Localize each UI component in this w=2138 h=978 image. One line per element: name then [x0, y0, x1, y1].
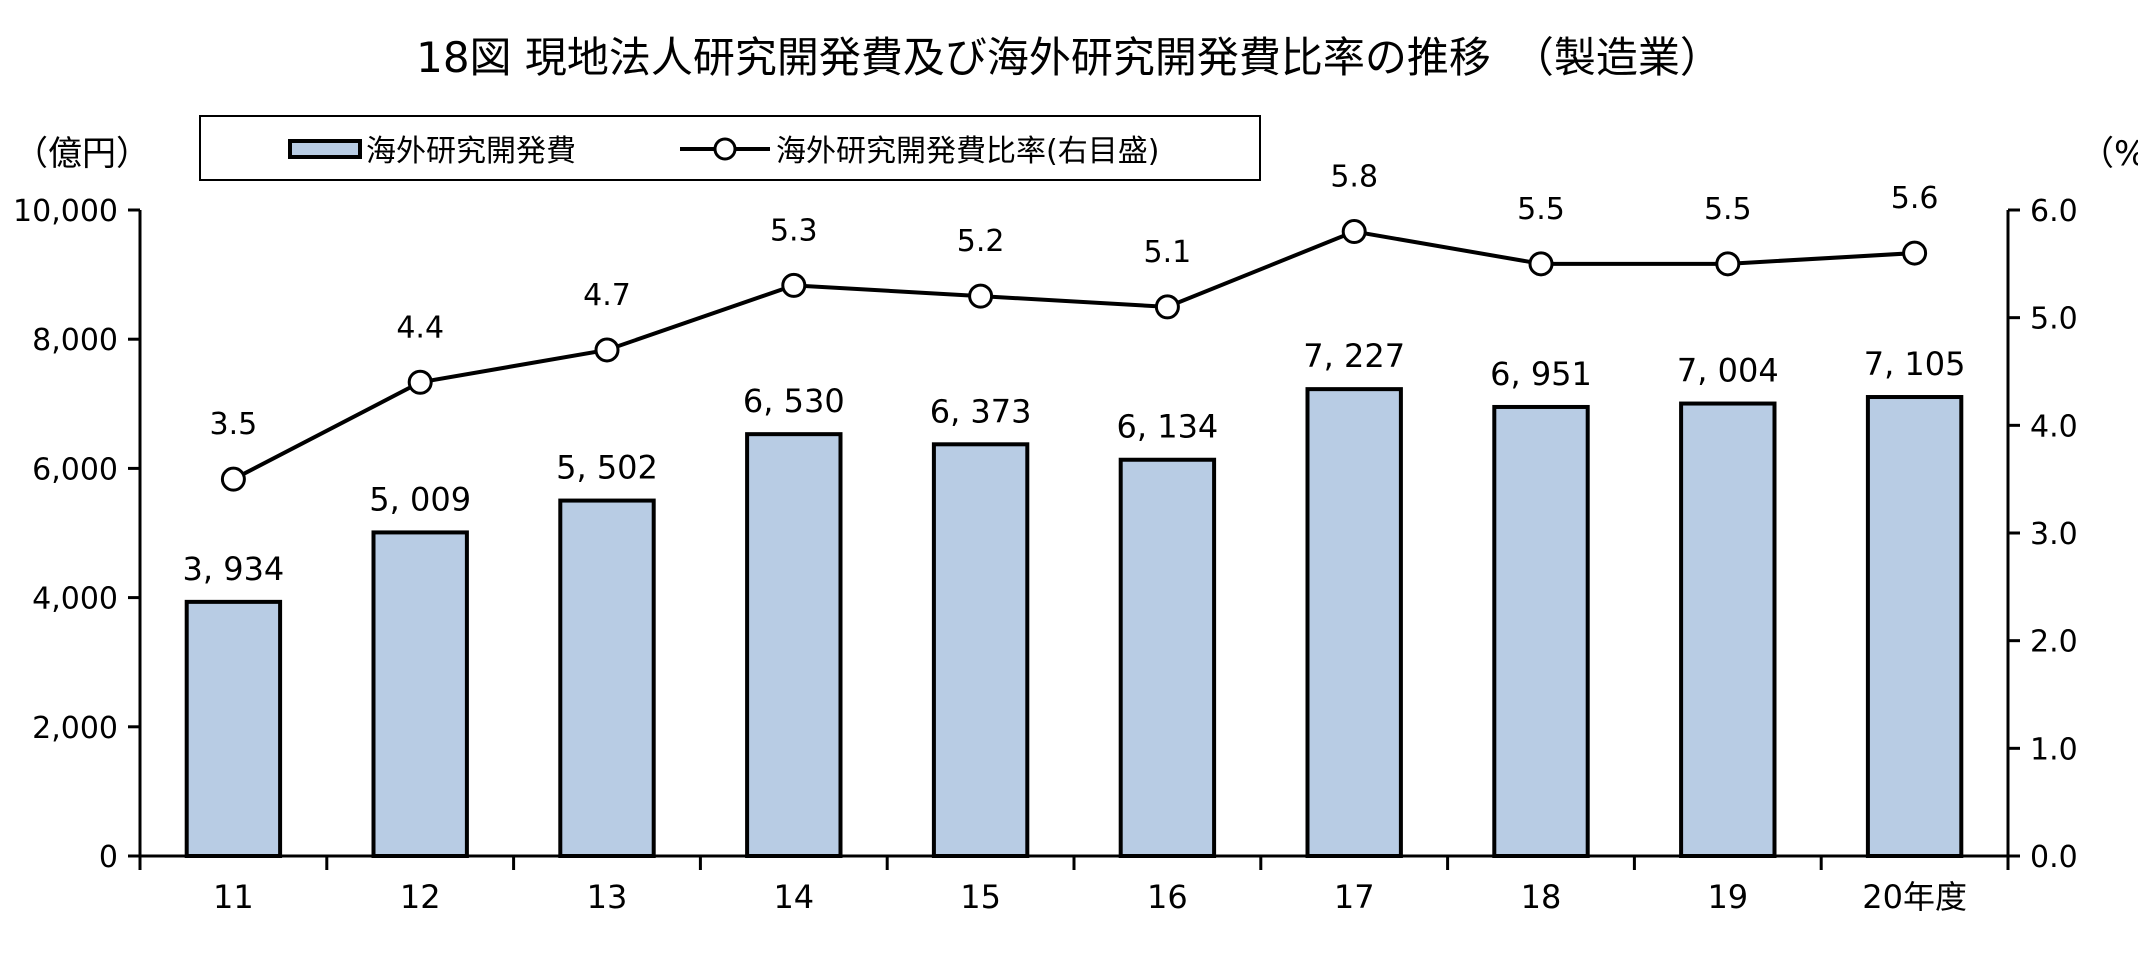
left-tick-label: 2,000 — [32, 711, 118, 746]
ratio-value-label: 5.6 — [1891, 181, 1939, 216]
ratio-point — [1343, 221, 1365, 243]
bar-value-label: 7, 004 — [1677, 352, 1779, 390]
ratio-value-label: 3.5 — [210, 407, 258, 442]
bar — [374, 532, 467, 856]
chart-title: 18図 現地法人研究開発費及び海外研究開発費比率の推移 （製造業） — [416, 33, 1722, 82]
ratio-point — [1717, 253, 1739, 275]
bar-value-label: 6, 530 — [743, 382, 845, 420]
legend-bar-label: 海外研究開発費 — [366, 134, 576, 169]
right-tick-label: 3.0 — [2030, 517, 2078, 552]
legend-bar-swatch — [290, 141, 360, 157]
left-tick-label: 6,000 — [32, 452, 118, 487]
bar — [560, 501, 653, 856]
x-tick-label: 18 — [1521, 878, 1562, 916]
ratio-point — [409, 371, 431, 393]
x-tick-label: 17 — [1334, 878, 1375, 916]
bar — [1681, 404, 1774, 856]
right-tick-label: 0.0 — [2030, 840, 2078, 875]
line-series — [222, 221, 1925, 491]
legend: 海外研究開発費 海外研究開発費比率(右目盛) — [200, 116, 1260, 180]
right-axis-unit: （%） — [2080, 134, 2138, 174]
bar — [1494, 407, 1587, 856]
right-tick-label: 4.0 — [2030, 409, 2078, 444]
ratio-point — [1530, 253, 1552, 275]
bar — [1308, 389, 1401, 856]
x-tick-label: 14 — [773, 878, 814, 916]
ratio-value-label: 4.4 — [396, 310, 444, 345]
ratio-point — [783, 274, 805, 296]
legend-marker-icon — [715, 139, 735, 159]
left-tick-label: 0 — [99, 840, 118, 875]
bar-value-label: 7, 227 — [1303, 337, 1405, 375]
ratio-point — [596, 339, 618, 361]
x-tick-label: 15 — [960, 878, 1001, 916]
bar-value-label: 5, 502 — [556, 449, 658, 487]
left-tick-label: 4,000 — [32, 582, 118, 617]
ratio-value-label: 5.8 — [1330, 160, 1378, 195]
ratio-line — [233, 232, 1914, 480]
right-tick-label: 6.0 — [2030, 194, 2078, 229]
left-tick-label: 10,000 — [13, 194, 118, 229]
bar-value-label: 5, 009 — [369, 480, 471, 518]
x-tick-label: 13 — [587, 878, 628, 916]
bar — [747, 434, 840, 856]
bar-value-label: 6, 951 — [1490, 355, 1592, 393]
x-tick-label: 11 — [213, 878, 254, 916]
x-tick-label: 19 — [1707, 878, 1748, 916]
left-axis-unit: （億円） — [14, 134, 150, 174]
bar-value-label: 6, 134 — [1117, 408, 1219, 446]
bar — [1868, 397, 1961, 856]
x-tick-label: 20年度 — [1862, 878, 1967, 916]
bar-value-label: 3, 934 — [183, 550, 285, 588]
x-tick-label: 12 — [400, 878, 441, 916]
ratio-value-label: 5.5 — [1704, 192, 1752, 227]
ratio-value-label: 5.3 — [770, 213, 818, 248]
bar-value-label: 6, 373 — [930, 392, 1032, 430]
legend-line-label: 海外研究開発費比率(右目盛) — [776, 134, 1159, 169]
ratio-point — [222, 468, 244, 490]
left-tick-label: 8,000 — [32, 323, 118, 358]
bar-value-label: 7, 105 — [1864, 345, 1966, 383]
x-tick-label: 16 — [1147, 878, 1188, 916]
ratio-value-label: 5.1 — [1144, 235, 1192, 270]
right-tick-label: 1.0 — [2030, 732, 2078, 767]
ratio-value-label: 5.5 — [1517, 192, 1565, 227]
right-tick-label: 2.0 — [2030, 625, 2078, 660]
ratio-point — [970, 285, 992, 307]
bar — [1121, 460, 1214, 856]
ratio-point — [1904, 242, 1926, 264]
bar-series — [187, 389, 1962, 856]
ratio-value-label: 4.7 — [583, 278, 631, 313]
ratio-point — [1156, 296, 1178, 318]
bar — [187, 602, 280, 856]
right-tick-label: 5.0 — [2030, 302, 2078, 337]
bar — [934, 444, 1027, 856]
ratio-value-label: 5.2 — [957, 224, 1005, 259]
